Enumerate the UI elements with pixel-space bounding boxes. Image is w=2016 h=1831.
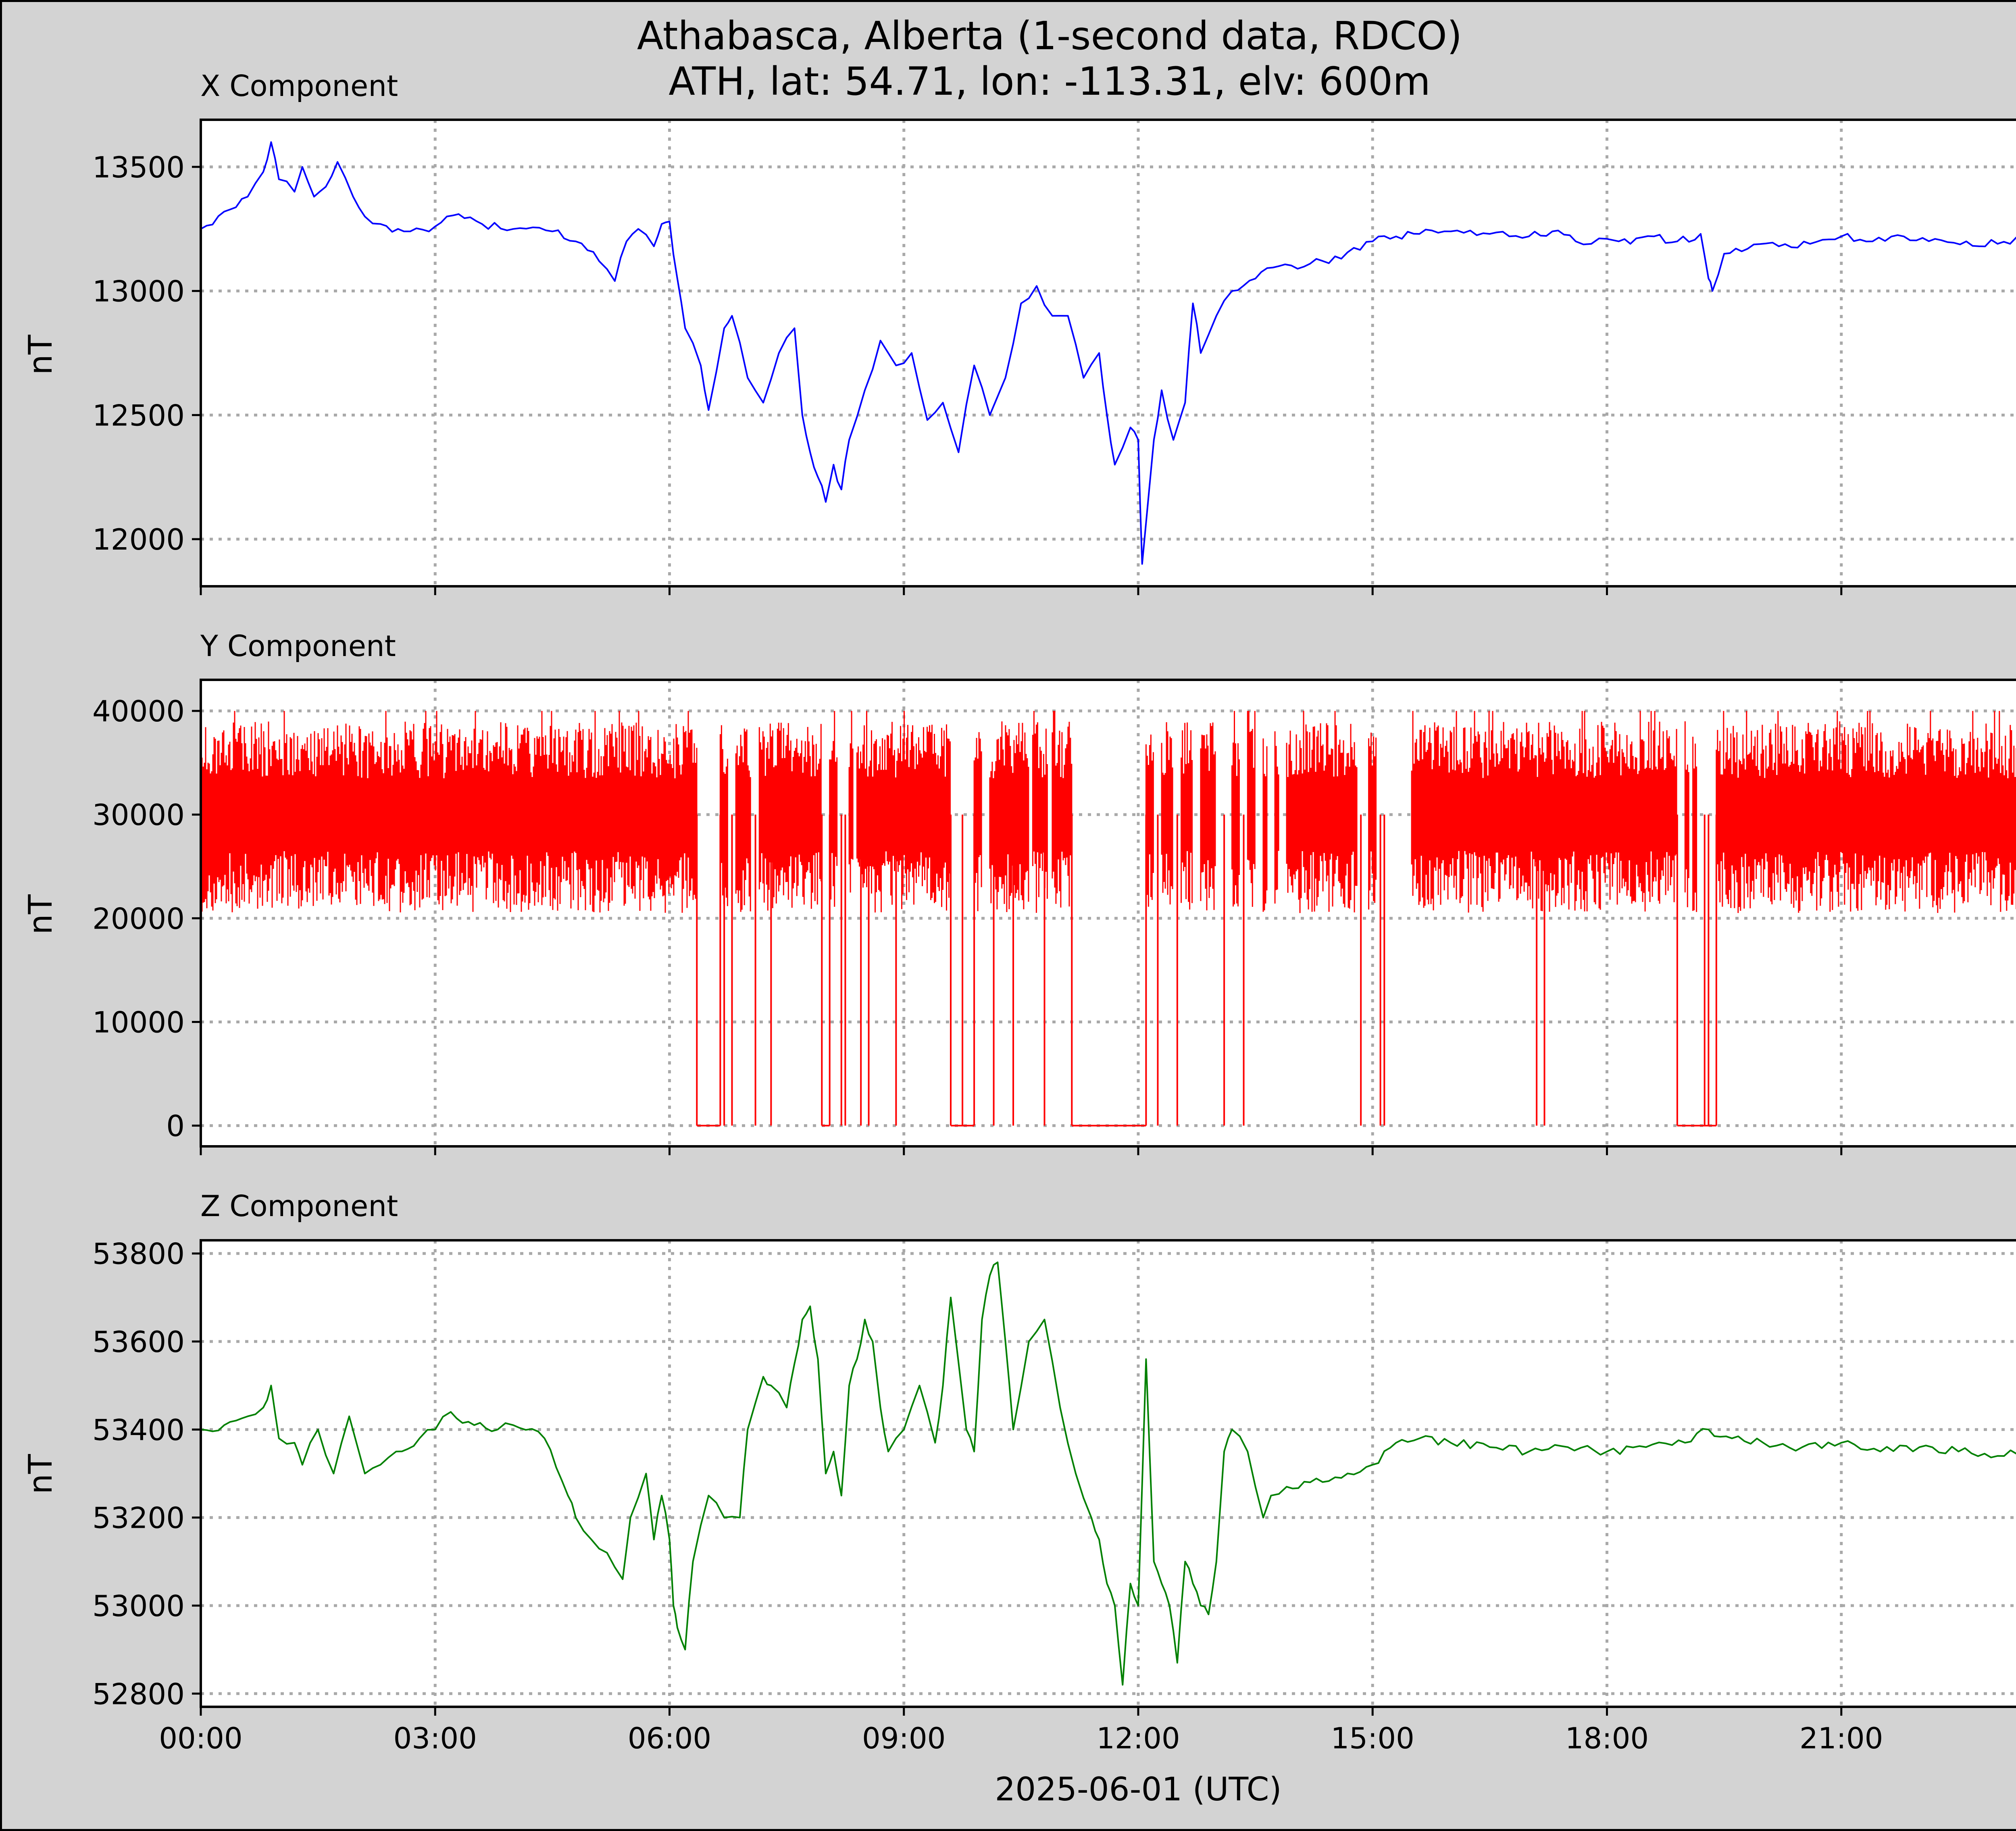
x-series-line [200,141,2016,565]
z-yaxis-ticks: 52800 53000 53200 53400 53600 53800 [92,1237,201,1711]
time-tick-label: 03:00 [394,1721,477,1755]
time-axis-labels: 00:00 03:00 06:00 09:00 12:00 15:00 18:00 21:00 [159,1721,1883,1755]
figure-title-line1: Athabasca, Alberta (1-second data, RDCO) [637,13,1462,58]
time-tick-label: 00:00 [159,1721,243,1755]
x-plot-area [201,120,2016,586]
z-ytick-label: 53600 [92,1325,185,1359]
z-gridlines [201,1240,2016,1707]
z-ylabel: nT [22,1454,59,1494]
y-ytick-label: 0 [166,1109,185,1143]
z-ytick-label: 53400 [92,1413,185,1447]
time-tick-label: 06:00 [628,1721,712,1755]
x-axis-title: 2025-06-01 (UTC) [995,1771,1281,1808]
z-ytick-label: 52800 [92,1677,185,1711]
y-ylabel: nT [22,894,59,935]
x-component-panel: X Component nT 12000 12500 13000 13500 [22,69,2016,595]
x-ytick-label: 13500 [92,150,185,184]
x-ytick-label: 12500 [92,398,185,432]
z-component-panel: Z Component nT 52800 53000 53200 53400 53600… [22,1189,2016,1716]
y-plot-area [201,680,2016,1146]
x-component-line [200,141,2016,565]
z-series-line [200,1261,2016,1686]
z-component-title: Z Component [200,1189,398,1223]
x-ylabel: nT [22,334,59,375]
y-ytick-label: 10000 [92,1005,185,1039]
x-yaxis-ticks: 12000 12500 13000 13500 [92,150,201,556]
z-xaxis-ticks [200,1707,1843,1716]
time-tick-label: 09:00 [862,1721,946,1755]
y-ytick-label: 40000 [92,694,185,728]
z-ytick-label: 53000 [92,1589,185,1623]
x-ytick-label: 12000 [92,523,185,556]
y-component-zero-segments [696,814,1717,1127]
y-ytick-label: 30000 [92,798,185,832]
time-tick-label: 15:00 [1331,1721,1415,1755]
time-tick-label: 12:00 [1096,1721,1180,1755]
z-plot-area [201,1240,2016,1707]
z-ytick-label: 53200 [92,1501,185,1535]
x-component-title: X Component [200,69,398,103]
y-xaxis-ticks [200,1146,1843,1155]
y-component-title: Y Component [200,629,396,663]
y-ytick-label: 20000 [92,902,185,935]
y-component-panel: Y Component nT 0 10000 20000 30000 40000 [22,629,2016,1155]
time-tick-label: 18:00 [1565,1721,1649,1755]
x-xaxis-ticks [200,586,1843,595]
x-gridlines [201,120,2016,586]
x-ytick-label: 13000 [92,275,185,308]
y-yaxis-ticks: 0 10000 20000 30000 40000 [92,694,201,1143]
z-ytick-label: 53800 [92,1237,185,1271]
figure-title-line2: ATH, lat: 54.71, lon: -113.31, elv: 600m [669,59,1431,104]
z-component-line [200,1261,2016,1686]
time-tick-label: 21:00 [1799,1721,1883,1755]
